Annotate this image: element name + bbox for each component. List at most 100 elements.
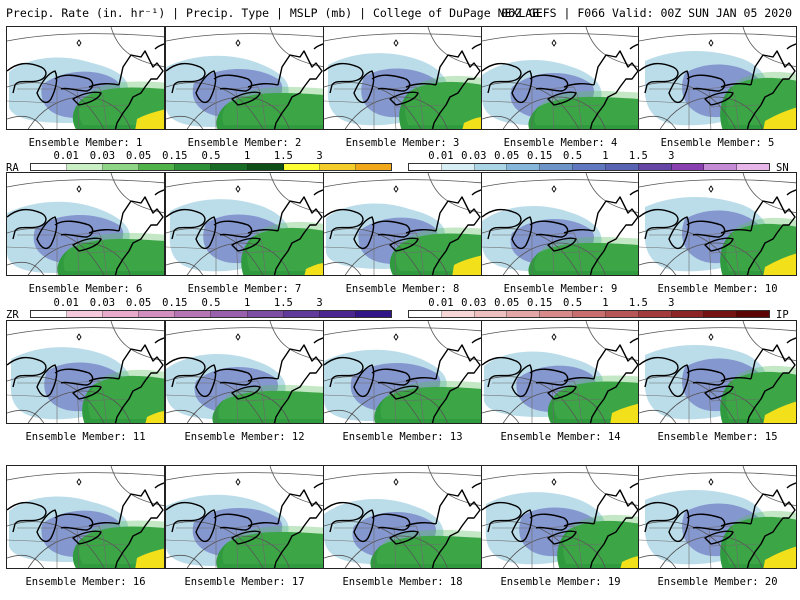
legend-value: 3	[668, 297, 675, 309]
legend-swatch	[409, 164, 442, 170]
ensemble-member-label: Ensemble Member: 8	[345, 283, 460, 295]
legend-swatch	[573, 164, 606, 170]
legend-swatch	[283, 164, 320, 170]
legend-swatch	[211, 311, 248, 317]
legend-swatch	[540, 311, 574, 317]
ensemble-member-label: Ensemble Member: 4	[503, 137, 618, 149]
legend-swatch	[31, 164, 68, 170]
legend-swatch	[638, 311, 672, 317]
header-title: Precip. Rate (in. hr⁻¹) | Precip. Type |…	[6, 6, 540, 20]
legend-swatch	[283, 311, 320, 317]
precip-map	[7, 27, 164, 129]
ensemble-map-panel	[481, 172, 640, 276]
precip-map	[324, 321, 481, 423]
legend-freezing-rain: 0.01 0.03 0.05 0.15 0.5 1 1.5 3 ZR	[6, 297, 392, 325]
legend-values: 0.01 0.03 0.05 0.15 0.5 1 1.5 3	[408, 150, 770, 162]
legend-swatch	[211, 164, 248, 170]
ensemble-map-panel	[6, 26, 165, 130]
legend-value: 1.5	[273, 150, 293, 162]
ensemble-map-panel	[638, 320, 797, 424]
legend-value: 0.15	[526, 150, 553, 162]
legend-value: 0.5	[563, 150, 583, 162]
legend-swatch	[139, 164, 176, 170]
legend-value: 0.01	[428, 297, 454, 309]
ensemble-map-panel	[6, 320, 165, 424]
ensemble-map-panel	[481, 465, 640, 569]
precip-map	[166, 466, 323, 568]
ensemble-member-label: Ensemble Member: 12	[184, 431, 305, 443]
legend-swatch	[175, 311, 212, 317]
legend-swatch	[474, 311, 508, 317]
legend-value: 1	[602, 150, 609, 162]
legend-value: 1.5	[628, 297, 648, 309]
legend-swatch	[247, 311, 284, 317]
ensemble-member-label: Ensemble Member: 6	[28, 283, 143, 295]
legend-swatch	[319, 311, 356, 317]
legend-type-tag: ZR	[6, 309, 19, 321]
legend-values: 0.01 0.03 0.05 0.15 0.5 1 1.5 3	[30, 297, 392, 309]
ensemble-member-label: Ensemble Member: 7	[187, 283, 302, 295]
ensemble-map-panel	[165, 465, 324, 569]
ensemble-member-label: Ensemble Member: 16	[25, 576, 146, 588]
precip-map	[639, 173, 796, 275]
legend-value: 3	[316, 150, 323, 162]
legend-swatch	[355, 311, 391, 317]
ensemble-map-panel	[481, 26, 640, 130]
legend-swatch	[704, 311, 738, 317]
legend-value: 0.03	[89, 297, 116, 309]
ensemble-member-label: Ensemble Member: 1	[28, 137, 143, 149]
precip-map	[7, 321, 164, 423]
legend-color-bar	[408, 310, 770, 318]
legend-value: 0.05	[494, 297, 520, 309]
legend-swatch	[31, 311, 68, 317]
legend-swatch	[103, 164, 140, 170]
ensemble-map-panel	[323, 320, 482, 424]
legend-swatch	[441, 164, 475, 170]
ensemble-map-panel	[323, 172, 482, 276]
legend-value: 3	[668, 150, 675, 162]
legend-rain: 0.01 0.03 0.05 0.15 0.5 1 1.5 3 RA	[6, 150, 392, 178]
precip-map	[324, 466, 481, 568]
legend-value: 3	[316, 297, 323, 309]
legend-value: 0.03	[461, 297, 487, 309]
legend-swatch	[737, 164, 769, 170]
legend-swatch	[638, 164, 672, 170]
legend-color-bar	[30, 310, 392, 318]
precip-map	[166, 321, 323, 423]
legend-swatch	[319, 164, 356, 170]
legend-value: 1	[244, 150, 251, 162]
legend-value: 0.15	[162, 150, 188, 162]
legend-value: 0.05	[494, 150, 520, 162]
precip-map	[324, 173, 481, 275]
precip-map	[166, 27, 323, 129]
precip-map	[482, 173, 639, 275]
precip-map	[7, 173, 164, 275]
legend-values: 0.01 0.03 0.05 0.15 0.5 1 1.5 3	[30, 150, 392, 162]
legend-color-bar	[408, 163, 770, 171]
legend-value: 0.01	[53, 150, 79, 162]
ensemble-map-panel	[165, 26, 324, 130]
legend-swatch	[409, 311, 442, 317]
ensemble-map-panel	[638, 172, 797, 276]
legend-value: 0.05	[125, 297, 152, 309]
legend-snow: 0.01 0.03 0.05 0.15 0.5 1 1.5 3 SN	[408, 150, 789, 178]
precip-map	[639, 321, 796, 423]
ensemble-member-label: Ensemble Member: 14	[500, 431, 621, 443]
legend-swatch	[605, 164, 639, 170]
legend-swatch	[737, 311, 769, 317]
ensemble-map-panel	[638, 465, 797, 569]
ensemble-map-panel	[323, 26, 482, 130]
legend-swatch	[247, 164, 284, 170]
ensemble-member-label: Ensemble Member: 3	[345, 137, 460, 149]
precip-map	[482, 466, 639, 568]
legend-swatch	[704, 164, 738, 170]
legend-color-bar	[30, 163, 392, 171]
legend-swatch	[605, 311, 639, 317]
legend-swatch	[175, 164, 212, 170]
ensemble-map-panel	[323, 465, 482, 569]
legend-swatch	[507, 164, 541, 170]
ensemble-member-label: Ensemble Member: 11	[25, 431, 146, 443]
legend-sleet: 0.01 0.03 0.05 0.15 0.5 1 1.5 3 IP	[408, 297, 789, 325]
ensemble-member-label: Ensemble Member: 17	[184, 576, 305, 588]
precip-map	[166, 173, 323, 275]
